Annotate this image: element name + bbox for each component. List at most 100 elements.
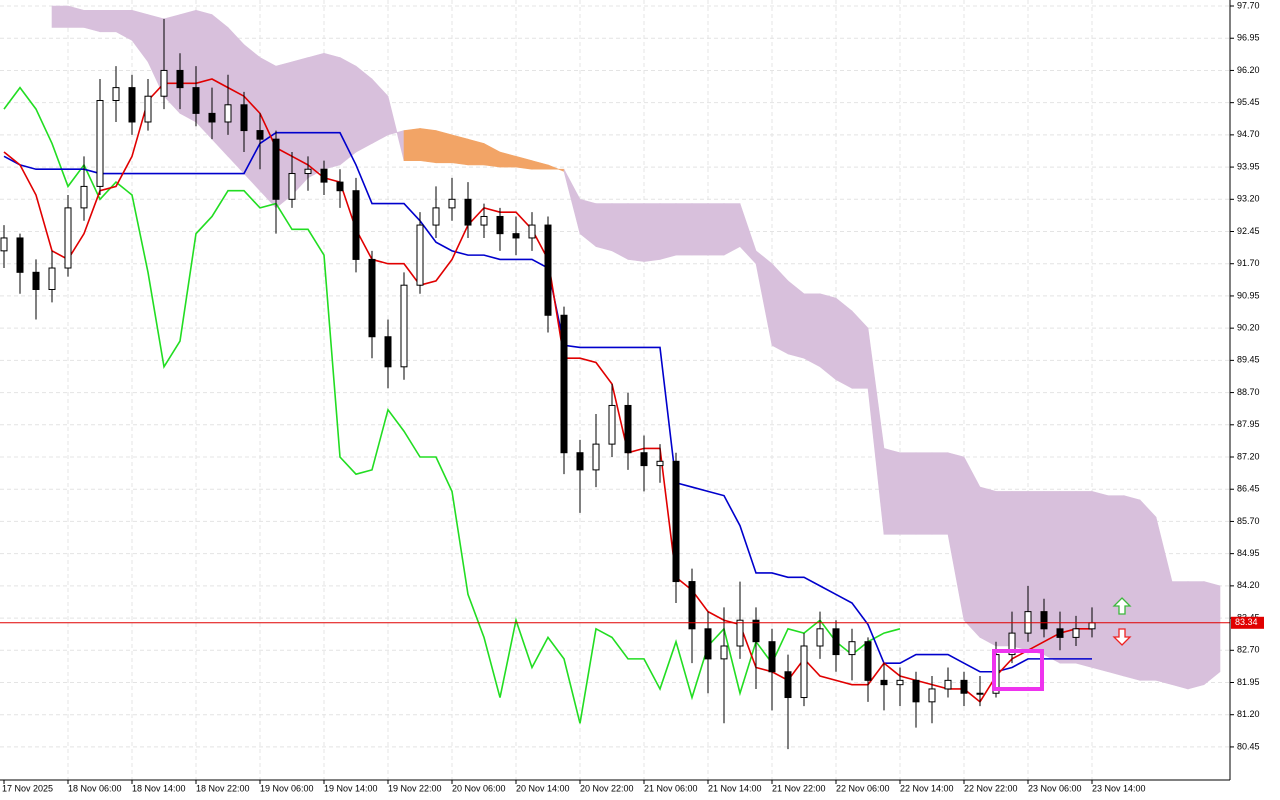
candle-body (784, 671, 792, 699)
y-tick-label: 92.45 (1237, 226, 1260, 236)
candle-body (624, 404, 632, 454)
candle-body (48, 267, 56, 290)
x-tick-label: 20 Nov 06:00 (452, 783, 506, 793)
candle-body (80, 185, 88, 209)
cloud-segment (979, 486, 997, 647)
candle-body (352, 190, 360, 260)
candle-body (736, 619, 744, 647)
candle-body (688, 581, 696, 630)
candle-body (192, 87, 200, 114)
x-tick-label: 18 Nov 14:00 (132, 783, 186, 793)
cloud-segment (883, 448, 901, 535)
candle-body (848, 641, 856, 656)
candle-body (496, 215, 504, 235)
y-tick-label: 82.70 (1237, 645, 1260, 655)
candle-body (528, 224, 536, 239)
candle-body (0, 237, 8, 252)
cloud-segment (1091, 490, 1109, 673)
candle-body (144, 95, 152, 123)
cloud-segment (227, 26, 245, 175)
candle-body (1056, 628, 1064, 638)
cloud-segment (467, 138, 485, 166)
cloud-segment (1139, 499, 1157, 681)
cloud-segment (659, 203, 677, 260)
candle-body (592, 443, 600, 471)
y-tick-label: 89.45 (1237, 355, 1260, 365)
cloud-segment (1075, 491, 1093, 668)
candle-body (336, 181, 344, 192)
candle-body (704, 628, 712, 660)
y-tick-label: 81.20 (1237, 709, 1260, 719)
y-tick-label: 87.20 (1237, 451, 1260, 461)
candle-body (880, 679, 888, 686)
candle-body (608, 404, 616, 445)
cloud-segment (1107, 495, 1125, 677)
candle-body (432, 207, 440, 226)
candle-body (256, 130, 264, 140)
candle-body (560, 314, 568, 454)
candle-body (224, 104, 232, 123)
candle-body (368, 258, 376, 338)
candle-body (480, 215, 488, 226)
y-tick-label: 80.45 (1237, 741, 1260, 751)
x-tick-label: 19 Nov 14:00 (324, 783, 378, 793)
cloud-segment (899, 452, 917, 535)
candle-body (448, 198, 456, 209)
candle-body (816, 628, 824, 647)
candle-body (320, 168, 328, 183)
y-tick-label: 90.95 (1237, 290, 1260, 300)
candle-body (32, 271, 40, 290)
x-tick-label: 21 Nov 22:00 (772, 783, 826, 793)
x-tick-label: 22 Nov 14:00 (900, 783, 954, 793)
x-tick-label: 22 Nov 06:00 (836, 783, 890, 793)
candle-body (1088, 622, 1096, 630)
candle-body (416, 224, 424, 286)
candle-body (112, 87, 120, 102)
candle-body (640, 452, 648, 467)
x-tick-label: 17 Nov 2025 (2, 783, 53, 793)
candle-body (672, 460, 680, 583)
y-tick-label: 97.70 (1237, 0, 1260, 10)
y-tick-label: 94.70 (1237, 129, 1260, 139)
candle-body (16, 237, 24, 273)
candle-body (768, 641, 776, 673)
x-tick-label: 20 Nov 14:00 (516, 783, 570, 793)
cloud-segment (819, 293, 837, 381)
cloud-segment (51, 5, 69, 28)
price-label: 83.34 (1235, 617, 1258, 627)
cloud-segment (451, 134, 469, 166)
cloud-segment (1171, 581, 1189, 690)
highlight-box (992, 649, 1044, 691)
x-tick-label: 23 Nov 14:00 (1092, 783, 1146, 793)
candle-body (64, 207, 72, 269)
y-tick-label: 88.70 (1237, 387, 1260, 397)
candle-body (928, 688, 936, 703)
candle-body (288, 173, 296, 200)
candle-body (800, 645, 808, 699)
cloud-segment (307, 52, 325, 179)
y-tick-label: 87.95 (1237, 419, 1260, 429)
cloud-segment (355, 65, 373, 153)
candle-body (1008, 632, 1016, 656)
candle-body (976, 692, 984, 695)
cloud-segment (1187, 581, 1205, 690)
cloud-segment (931, 452, 949, 535)
cloud-segment (915, 452, 933, 535)
overlay (0, 597, 1230, 691)
candle-body (96, 100, 104, 187)
cloud (51, 5, 1221, 690)
cloud-segment (1203, 581, 1221, 686)
y-tick-label: 95.45 (1237, 97, 1260, 107)
sell-arrow (1112, 628, 1132, 646)
cloud-segment (611, 203, 629, 260)
cloud-segment (803, 293, 821, 368)
candle-body (912, 679, 920, 703)
candle-body (208, 112, 216, 123)
candle-body (1072, 628, 1080, 638)
candle-body (128, 87, 136, 123)
x-tick-label: 23 Nov 06:00 (1028, 783, 1082, 793)
y-tick-label: 90.20 (1237, 323, 1260, 333)
candle-body (464, 198, 472, 226)
